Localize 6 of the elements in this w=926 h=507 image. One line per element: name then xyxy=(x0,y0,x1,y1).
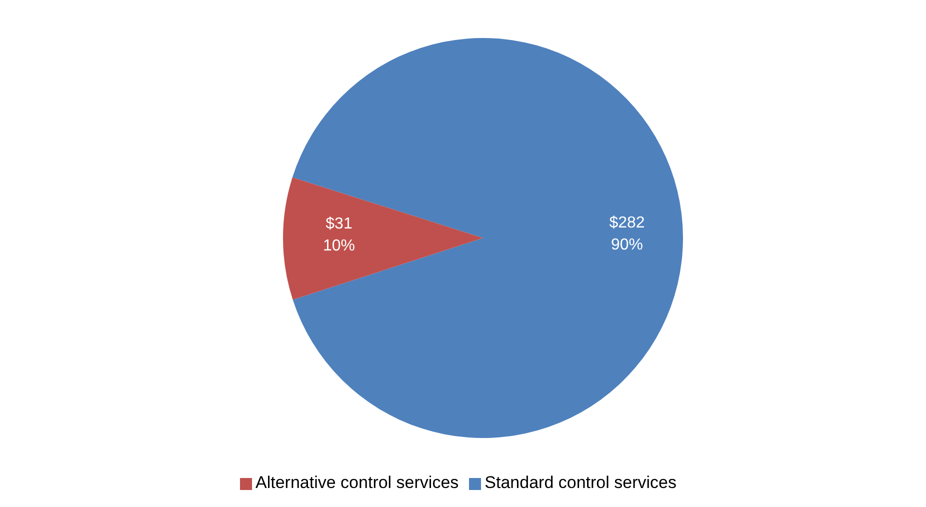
pie-slice xyxy=(292,38,683,438)
legend-label: Standard control services xyxy=(484,473,676,492)
pie-slice xyxy=(283,177,483,300)
data-label: $31 10% xyxy=(322,215,356,254)
legend-label: Alternative control services xyxy=(256,473,459,492)
data-label: $282 90% xyxy=(609,214,645,254)
